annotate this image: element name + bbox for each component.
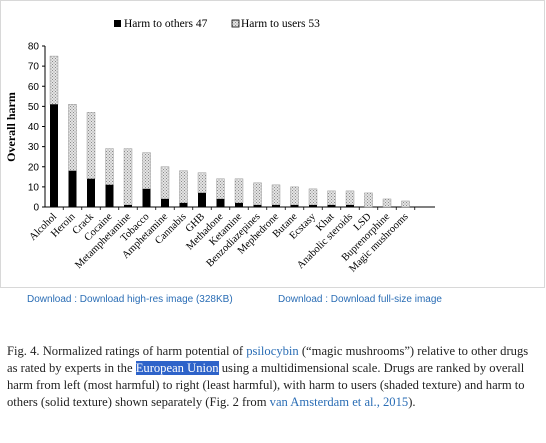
chart-legend: Harm to others 47 Harm to users 53 <box>114 18 320 30</box>
bar-users <box>271 184 281 206</box>
legend-swatch-others <box>114 20 121 27</box>
bar-users <box>49 55 59 105</box>
harm-bar-chart: Harm to others 47 Harm to users 53 Overa… <box>4 18 435 275</box>
bar-others <box>290 204 299 207</box>
y-axis-label: Overall harm <box>4 92 18 162</box>
plot-area: 01020304050607080AlcoholHeroinCrackCocai… <box>27 42 435 275</box>
bar-others <box>198 192 206 207</box>
figure-caption: Fig. 4. Normalized ratings of harm poten… <box>7 343 540 411</box>
legend-label-users: Harm to users 53 <box>241 18 320 30</box>
download-fullsize-link[interactable]: Download : Download full-size image <box>278 294 442 305</box>
bar-others <box>235 202 243 207</box>
bar-users <box>253 182 262 206</box>
bar-users <box>179 170 188 204</box>
bar-users <box>216 178 225 200</box>
caption-text-1: Fig. 4. Normalized ratings of harm poten… <box>7 344 247 358</box>
bar-others <box>124 204 132 207</box>
y-tick-label: 20 <box>28 162 40 173</box>
download-highres-link[interactable]: Download : Download high-res image (328K… <box>27 294 233 305</box>
bar-users <box>308 188 318 206</box>
bar-others <box>309 204 317 207</box>
bar-users <box>123 148 133 206</box>
caption-text-4: ). <box>408 395 416 409</box>
y-tick-label: 50 <box>28 102 40 113</box>
bar-others <box>87 178 95 207</box>
bar-users <box>105 148 114 186</box>
reference-link[interactable]: van Amsterdam et al., 2015 <box>269 395 409 409</box>
download-links: Download : Download high-res image (328K… <box>0 294 546 314</box>
bar-others <box>253 204 262 207</box>
bar-others <box>142 188 151 207</box>
y-tick-label: 40 <box>28 122 40 133</box>
bar-users <box>327 190 336 206</box>
bar-others <box>105 184 114 207</box>
bar-users <box>68 104 77 171</box>
y-tick-label: 0 <box>33 203 39 214</box>
legend-swatch-users <box>231 19 240 28</box>
bar-users <box>401 200 410 208</box>
bar-users <box>364 192 373 208</box>
bar-users <box>142 152 151 190</box>
bar-others <box>179 202 188 207</box>
figure-frame: Harm to others 47 Harm to users 53 Overa… <box>0 0 545 288</box>
bar-users <box>160 166 170 200</box>
bar-users <box>290 186 299 206</box>
bar-others <box>161 198 169 207</box>
bar-users <box>345 190 355 206</box>
bar-others <box>327 204 336 207</box>
caption-text-3: using a multidimensional scale. Drugs ar… <box>7 361 525 409</box>
bar-others <box>216 198 225 207</box>
y-tick-label: 70 <box>28 62 40 73</box>
y-tick-label: 10 <box>28 182 40 193</box>
bar-others <box>272 204 280 207</box>
y-tick-label: 30 <box>28 142 40 153</box>
y-tick-label: 60 <box>28 82 40 93</box>
bar-others <box>50 104 58 207</box>
bar-users <box>197 172 207 194</box>
caption-text-2: (“magic mushrooms”) relative to other dr… <box>7 344 529 375</box>
selected-text-highlight: European Union <box>135 361 219 375</box>
y-tick-label: 80 <box>28 42 40 53</box>
bar-others <box>68 170 77 207</box>
psilocybin-link[interactable]: psilocybin <box>246 344 299 358</box>
bar-users <box>382 198 392 208</box>
bar-users <box>234 178 244 204</box>
legend-label-others: Harm to others 47 <box>124 18 208 30</box>
bar-users <box>86 112 96 180</box>
bar-others <box>346 204 354 207</box>
